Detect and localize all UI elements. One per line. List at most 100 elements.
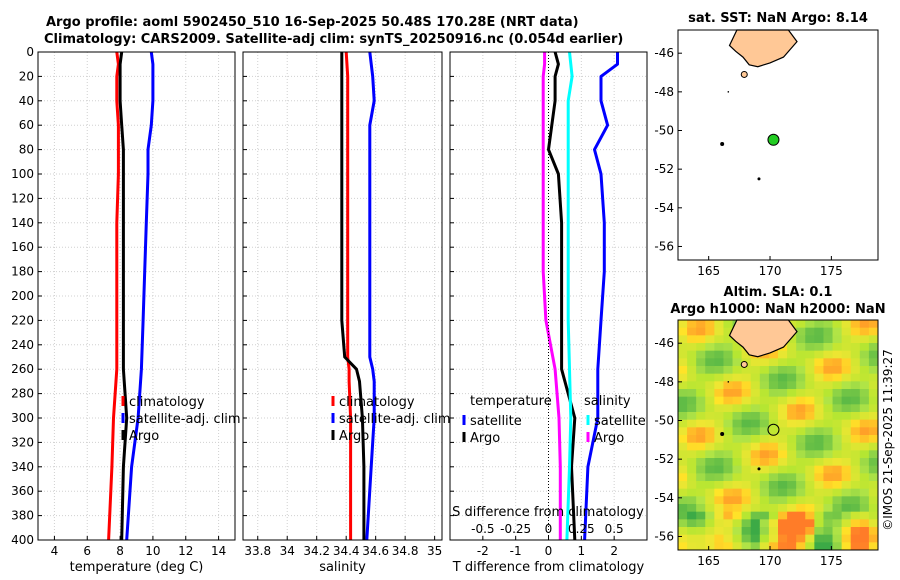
sla-cell [741, 481, 752, 490]
sla-cell [778, 511, 788, 520]
sla-cell [778, 419, 788, 428]
sla-cell [750, 373, 761, 382]
sla-cell [823, 327, 834, 336]
sla-cell [796, 320, 806, 329]
map-y-tick-label: -52 [654, 162, 674, 176]
sla-cell [787, 389, 797, 398]
sla-cell [687, 465, 697, 474]
sla-cell [714, 427, 724, 436]
sla-cell [805, 465, 815, 474]
sla-cell [823, 511, 834, 520]
sla-cell [687, 481, 697, 490]
depth-tick-label-180: 180 [11, 265, 34, 279]
sla-cell [705, 534, 715, 543]
sla-cell [832, 511, 843, 520]
sla-cell [759, 358, 770, 367]
sla-cell [759, 396, 770, 405]
sla-cell [832, 496, 843, 505]
sla-cell [750, 450, 761, 459]
sla-cell [678, 458, 688, 467]
sla-cell [678, 473, 688, 482]
sla-cell [778, 542, 788, 551]
depth-tick-label-400: 400 [11, 533, 34, 547]
sla-cell [687, 358, 697, 367]
sla-cell [814, 511, 824, 520]
sla-cell [787, 381, 797, 390]
sla-cell [750, 427, 761, 436]
map-x-tick-label: 175 [820, 264, 843, 278]
sla-cell [687, 389, 697, 398]
sla-cell [696, 504, 706, 513]
sla-cell [859, 389, 870, 398]
sla-cell [714, 350, 724, 359]
sla-cell [678, 389, 688, 398]
sla-cell [778, 427, 788, 436]
series-argo [118, 51, 129, 541]
sla-cell [832, 542, 843, 551]
sla-cell [859, 381, 870, 390]
sla-cell [832, 534, 843, 543]
sla-cell [750, 458, 761, 467]
sla-cell [859, 442, 870, 451]
sla-cell [787, 504, 797, 513]
map-y-tick-label: -54 [654, 201, 674, 215]
sla-cell [778, 519, 788, 528]
sla-cell [805, 404, 815, 413]
sla-cell [796, 481, 806, 490]
sla-cell [859, 458, 870, 467]
sla-cell [850, 404, 861, 413]
sla-cell [723, 396, 734, 405]
sla-cell [687, 381, 697, 390]
sla-cell [823, 381, 834, 390]
sla-cell [841, 373, 852, 382]
sla-cell [678, 412, 688, 421]
sla-cell [823, 366, 834, 375]
sla-cell [796, 534, 806, 543]
sla-cell [759, 442, 770, 451]
sla-cell [723, 450, 734, 459]
sla-cell [714, 488, 724, 497]
sla-cell [705, 442, 715, 451]
sla-cell [696, 358, 706, 367]
panel-difference-from-climatology: -2 -1 0 1 2 T difference from climatology S di… [449, 51, 648, 575]
sla-cell [778, 435, 788, 444]
sla-cell [696, 404, 706, 413]
sla-cell [868, 412, 879, 421]
sla-cell [741, 504, 752, 513]
sla-cell [750, 534, 761, 543]
sla-cell [687, 350, 697, 359]
sla-cell [750, 366, 761, 375]
sla-cell [841, 358, 852, 367]
sla-cell [723, 465, 734, 474]
sla-cell [723, 488, 734, 497]
sla-cell [850, 519, 861, 528]
sla-cell [805, 511, 815, 520]
sla-cell [750, 412, 761, 421]
sla-cell [796, 473, 806, 482]
sla-cell [805, 381, 815, 390]
sla-cell [814, 373, 824, 382]
argo-position-marker [767, 423, 780, 436]
x-tick-label: 0 [545, 544, 553, 558]
sla-cell [805, 519, 815, 528]
sla-cell [841, 519, 852, 528]
sla-cell [841, 473, 852, 482]
sla-cell [768, 435, 779, 444]
sla-cell [759, 419, 770, 428]
sla-cell [805, 320, 815, 329]
sla-cell [787, 465, 797, 474]
x-axis-label: T difference from climatology [452, 560, 645, 575]
sla-cell [768, 412, 779, 421]
sla-cell [750, 465, 761, 474]
sla-cell [705, 412, 715, 421]
sla-cell [850, 373, 861, 382]
sla-cell [868, 442, 879, 451]
depth-tick-label-200: 200 [11, 289, 34, 303]
series-t-argo [547, 51, 577, 541]
axes-frame [242, 51, 443, 541]
sla-cell [714, 320, 724, 329]
sla-cell [741, 450, 752, 459]
sla-cell [859, 496, 870, 505]
sla-cell [868, 381, 879, 390]
